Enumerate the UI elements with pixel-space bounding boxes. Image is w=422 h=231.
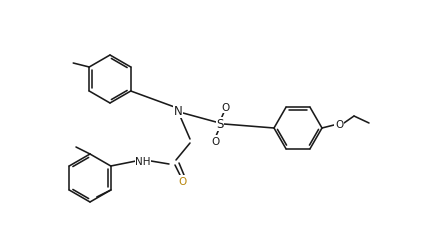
- Text: O: O: [221, 103, 229, 112]
- Text: O: O: [211, 137, 219, 146]
- Text: N: N: [173, 105, 182, 118]
- Text: NH: NH: [135, 156, 151, 166]
- Text: O: O: [335, 119, 343, 129]
- Text: O: O: [178, 176, 186, 186]
- Text: S: S: [216, 118, 224, 131]
